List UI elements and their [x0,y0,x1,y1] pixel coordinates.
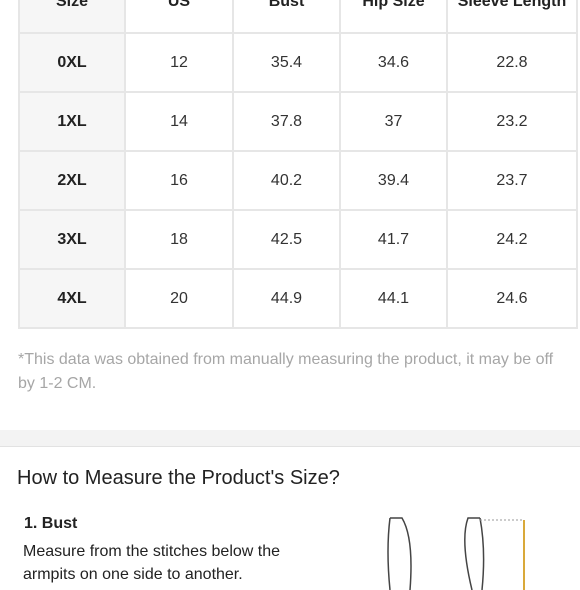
header-hip-size: Hip Size [339,0,448,34]
us-cell: 16 [124,150,234,211]
hip-cell: 41.7 [339,209,448,270]
bust-cell: 40.2 [232,150,341,211]
hip-cell: 37 [339,91,448,152]
header-bust: Bust [232,0,341,34]
us-cell: 20 [124,268,234,329]
table-row: 4XL 20 44.9 44.1 24.6 [18,268,578,329]
sleeve-cell: 22.8 [446,32,578,93]
measurement-disclaimer: *This data was obtained from manually me… [18,351,554,392]
us-cell: 14 [124,91,234,152]
bust-cell: 37.8 [232,91,341,152]
size-cell: 2XL [18,150,126,211]
measure-item-text: Measure from the stitches below the armp… [23,543,281,583]
table-header-row: Size US Bust Hip Size Sleeve Length [18,0,578,34]
us-cell: 12 [124,32,234,93]
us-cell: 18 [124,209,234,270]
section-title: How to Measure the Product's Size? [17,467,340,489]
garment-outline-right [464,517,485,590]
bust-cell: 35.4 [232,32,341,93]
hip-cell: 39.4 [339,150,448,211]
table-row: 3XL 18 42.5 41.7 24.2 [18,209,578,270]
garment-outline-left [387,517,412,590]
sleeve-cell: 24.2 [446,209,578,270]
hip-cell: 34.6 [339,32,448,93]
size-cell: 3XL [18,209,126,270]
size-cell: 0XL [18,32,126,93]
header-size: Size [18,0,126,34]
sleeve-cell: 23.7 [446,150,578,211]
garment-diagram-illustration [387,517,525,590]
size-cell: 1XL [18,91,126,152]
size-chart-table: Size US Bust Hip Size Sleeve Length 0XL … [18,0,578,329]
bust-cell: 44.9 [232,268,341,329]
sleeve-cell: 24.6 [446,268,578,329]
table-row: 1XL 14 37.8 37 23.2 [18,91,578,152]
table-row: 2XL 16 40.2 39.4 23.7 [18,150,578,211]
measure-item-heading: 1. Bust [24,515,78,532]
sleeve-cell: 23.2 [446,91,578,152]
section-divider [0,430,580,446]
header-us: US [124,0,234,34]
bust-cell: 42.5 [232,209,341,270]
hip-cell: 44.1 [339,268,448,329]
header-sleeve-length: Sleeve Length [446,0,578,34]
table-row: 0XL 12 35.4 34.6 22.8 [18,32,578,93]
divider-line [0,446,580,447]
size-cell: 4XL [18,268,126,329]
